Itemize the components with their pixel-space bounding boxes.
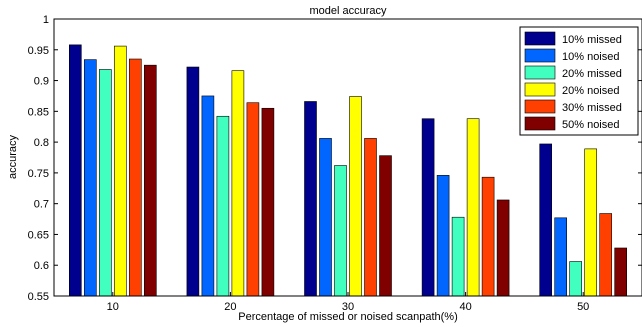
bar <box>436 175 450 297</box>
bar <box>379 155 392 297</box>
bar <box>231 70 245 297</box>
bar <box>334 165 347 297</box>
x-tick-label: 10 <box>107 301 119 313</box>
legend-swatch <box>524 82 556 97</box>
x-axis-label: Percentage of missed or noised scanpath(… <box>238 311 458 323</box>
y-axis: 0.55 0.6 0.65 0.7 0.75 0.8 0.85 0.9 0.95 1 <box>28 14 642 303</box>
y-tick-label: 0.7 <box>34 199 49 211</box>
bar <box>539 143 553 297</box>
legend-swatch <box>524 31 556 46</box>
legend-swatch <box>524 48 556 63</box>
bar <box>599 213 613 297</box>
y-tick-label: 0.85 <box>28 106 49 118</box>
bar <box>216 115 230 297</box>
bar <box>584 148 598 297</box>
bar <box>99 69 112 297</box>
y-tick-label: 1 <box>43 14 49 26</box>
bar <box>69 44 82 297</box>
bar <box>569 261 583 297</box>
bar <box>466 118 480 297</box>
legend-label: 10% noised <box>562 51 620 63</box>
chart-title: model accuracy <box>309 5 387 17</box>
bar <box>201 95 215 297</box>
bar <box>304 101 317 297</box>
legend-swatch <box>524 116 556 131</box>
bar <box>246 102 260 297</box>
bar <box>364 138 377 297</box>
bar <box>496 199 510 297</box>
bar <box>554 217 568 297</box>
legend-label: 20% noised <box>562 85 620 97</box>
y-tick-label: 0.55 <box>28 291 49 303</box>
bar <box>319 138 332 297</box>
x-tick-label: 30 <box>342 301 354 313</box>
bar <box>421 118 435 297</box>
bar <box>481 176 495 297</box>
legend-label: 50% noised <box>562 119 620 131</box>
y-tick-label: 0.65 <box>28 229 49 241</box>
y-axis-label: accuracy <box>7 134 19 179</box>
bar <box>144 64 157 297</box>
y-tick-label: 0.9 <box>34 76 49 88</box>
y-tick-label: 0.75 <box>28 168 49 180</box>
legend-swatch <box>524 99 556 114</box>
bars-group <box>69 44 628 297</box>
bar <box>129 58 142 297</box>
x-axis: 10 20 30 40 50 <box>107 292 589 313</box>
bar <box>614 247 628 297</box>
y-tick-label: 0.8 <box>34 137 49 149</box>
bar <box>186 66 200 297</box>
x-tick-label: 20 <box>224 301 236 313</box>
bar <box>114 45 127 297</box>
legend-swatch <box>524 65 556 80</box>
y-tick-label: 0.95 <box>28 45 49 57</box>
bar <box>261 107 275 297</box>
bar <box>349 96 362 297</box>
legend: 10% missed 10% noised 20% missed 20% noised… <box>519 26 639 136</box>
y-tick-label: 0.6 <box>34 260 49 272</box>
bar <box>451 216 465 297</box>
legend-label: 10% missed <box>562 34 622 46</box>
legend-label: 30% missed <box>562 102 622 114</box>
x-tick-label: 40 <box>459 301 471 313</box>
x-tick-label: 50 <box>577 301 589 313</box>
legend-label: 20% missed <box>562 68 622 80</box>
bar <box>84 59 97 297</box>
